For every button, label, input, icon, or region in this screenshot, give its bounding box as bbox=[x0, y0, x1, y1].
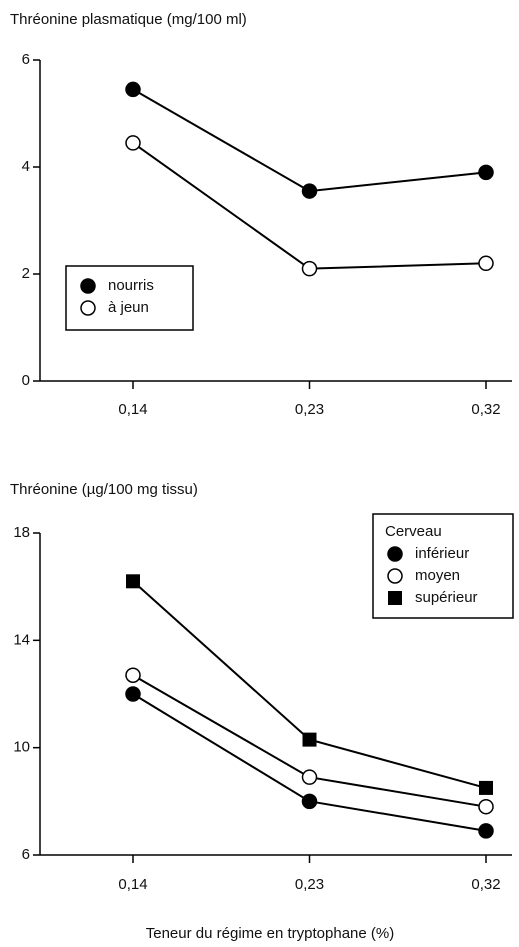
x-tick-label: 0,14 bbox=[118, 876, 147, 893]
y-tick-label: 10 bbox=[13, 739, 30, 756]
marker bbox=[388, 591, 402, 605]
y-tick-label: 18 bbox=[13, 524, 30, 541]
marker bbox=[80, 300, 96, 316]
chart: Thréonine (µg/100 mg tissu) 6 10 14 18 0,14 0,… bbox=[10, 481, 514, 942]
marker bbox=[301, 793, 318, 810]
y-tick-label: 4 bbox=[22, 158, 30, 175]
marker bbox=[387, 568, 403, 584]
marker bbox=[478, 255, 494, 272]
marker bbox=[125, 686, 141, 702]
marker bbox=[301, 260, 318, 277]
y-tick-label: 6 bbox=[22, 846, 30, 863]
legend: nourris à jeun bbox=[65, 265, 194, 331]
legend-label: nourris bbox=[108, 277, 154, 294]
marker bbox=[126, 574, 140, 589]
marker bbox=[125, 667, 141, 683]
x-tick-label: 0,23 bbox=[295, 401, 324, 418]
series-line bbox=[132, 88, 487, 193]
series-line bbox=[132, 693, 487, 832]
x-tick-label: 0,23 bbox=[295, 876, 324, 893]
marker bbox=[301, 183, 318, 199]
y-tick-label: 2 bbox=[22, 265, 30, 282]
chart-title: Thréonine plasmatique (mg/100 ml) bbox=[10, 11, 247, 28]
marker bbox=[125, 81, 141, 98]
marker bbox=[478, 798, 494, 815]
legend-box bbox=[65, 265, 194, 331]
legend-title: Cerveau bbox=[385, 523, 442, 540]
marker bbox=[387, 546, 403, 562]
legend-label: à jeun bbox=[108, 299, 149, 316]
x-tick-label: 0,32 bbox=[471, 401, 500, 418]
chart-title: Thréonine (µg/100 mg tissu) bbox=[10, 481, 198, 498]
marker bbox=[478, 164, 494, 181]
y-tick-label: 6 bbox=[22, 51, 30, 68]
x-axis-label: Teneur du régime en tryptophane (%) bbox=[146, 925, 394, 942]
legend-label: moyen bbox=[415, 567, 460, 584]
legend: Cerveau inférieur moyen supérieur bbox=[372, 513, 514, 619]
marker bbox=[478, 823, 494, 839]
y-tick-label: 0 bbox=[22, 372, 30, 389]
legend-label: supérieur bbox=[415, 589, 478, 606]
legend-label: inférieur bbox=[415, 545, 469, 562]
x-tick-label: 0,14 bbox=[118, 401, 147, 418]
chart: Thréonine plasmatique (mg/100 ml) 0 2 4 6 0,1… bbox=[10, 11, 512, 418]
x-tick-label: 0,32 bbox=[471, 876, 500, 893]
marker bbox=[301, 769, 318, 785]
series-line bbox=[132, 142, 487, 270]
marker bbox=[80, 278, 96, 294]
marker bbox=[302, 732, 317, 747]
y-tick-label: 14 bbox=[13, 631, 30, 648]
marker bbox=[479, 780, 493, 795]
marker bbox=[125, 135, 141, 151]
